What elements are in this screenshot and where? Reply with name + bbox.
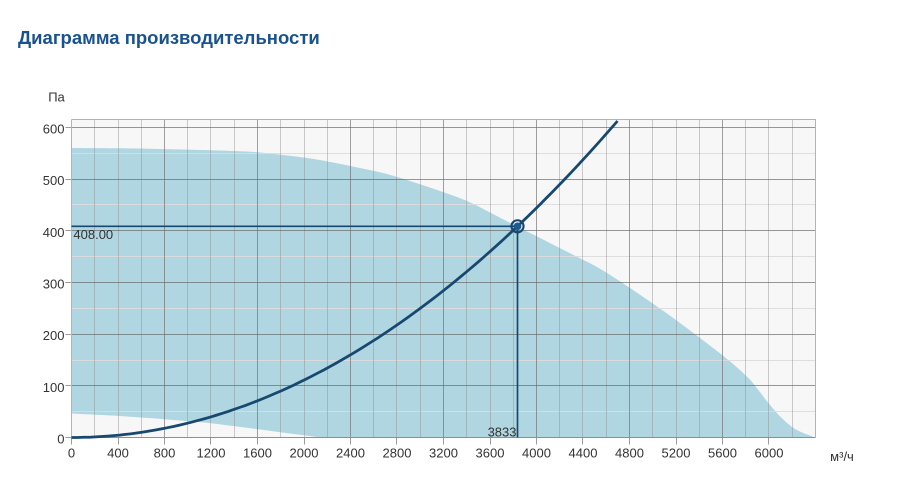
svg-text:4000: 4000 (522, 446, 551, 461)
svg-text:500: 500 (43, 173, 65, 188)
svg-text:800: 800 (154, 446, 176, 461)
svg-text:408.00: 408.00 (73, 227, 113, 242)
svg-text:200: 200 (43, 328, 65, 343)
svg-text:1200: 1200 (197, 446, 226, 461)
svg-text:м³/ч: м³/ч (830, 449, 854, 464)
svg-text:0: 0 (57, 432, 64, 447)
svg-text:600: 600 (43, 122, 65, 137)
svg-text:4400: 4400 (569, 446, 598, 461)
svg-text:1600: 1600 (243, 446, 272, 461)
svg-text:5200: 5200 (662, 446, 691, 461)
svg-text:5600: 5600 (708, 446, 737, 461)
svg-text:3600: 3600 (476, 446, 505, 461)
svg-text:Диаграмма производительности: Диаграмма производительности (18, 27, 320, 48)
svg-text:2800: 2800 (383, 446, 412, 461)
svg-text:2400: 2400 (336, 446, 365, 461)
svg-text:6000: 6000 (755, 446, 784, 461)
svg-text:400: 400 (107, 446, 129, 461)
svg-text:Па: Па (48, 89, 65, 104)
svg-text:0: 0 (68, 446, 75, 461)
svg-text:3833: 3833 (488, 424, 517, 439)
svg-text:400: 400 (43, 225, 65, 240)
svg-text:2000: 2000 (290, 446, 319, 461)
svg-text:4800: 4800 (615, 446, 644, 461)
svg-text:100: 100 (43, 380, 65, 395)
svg-text:3200: 3200 (429, 446, 458, 461)
svg-text:300: 300 (43, 277, 65, 292)
